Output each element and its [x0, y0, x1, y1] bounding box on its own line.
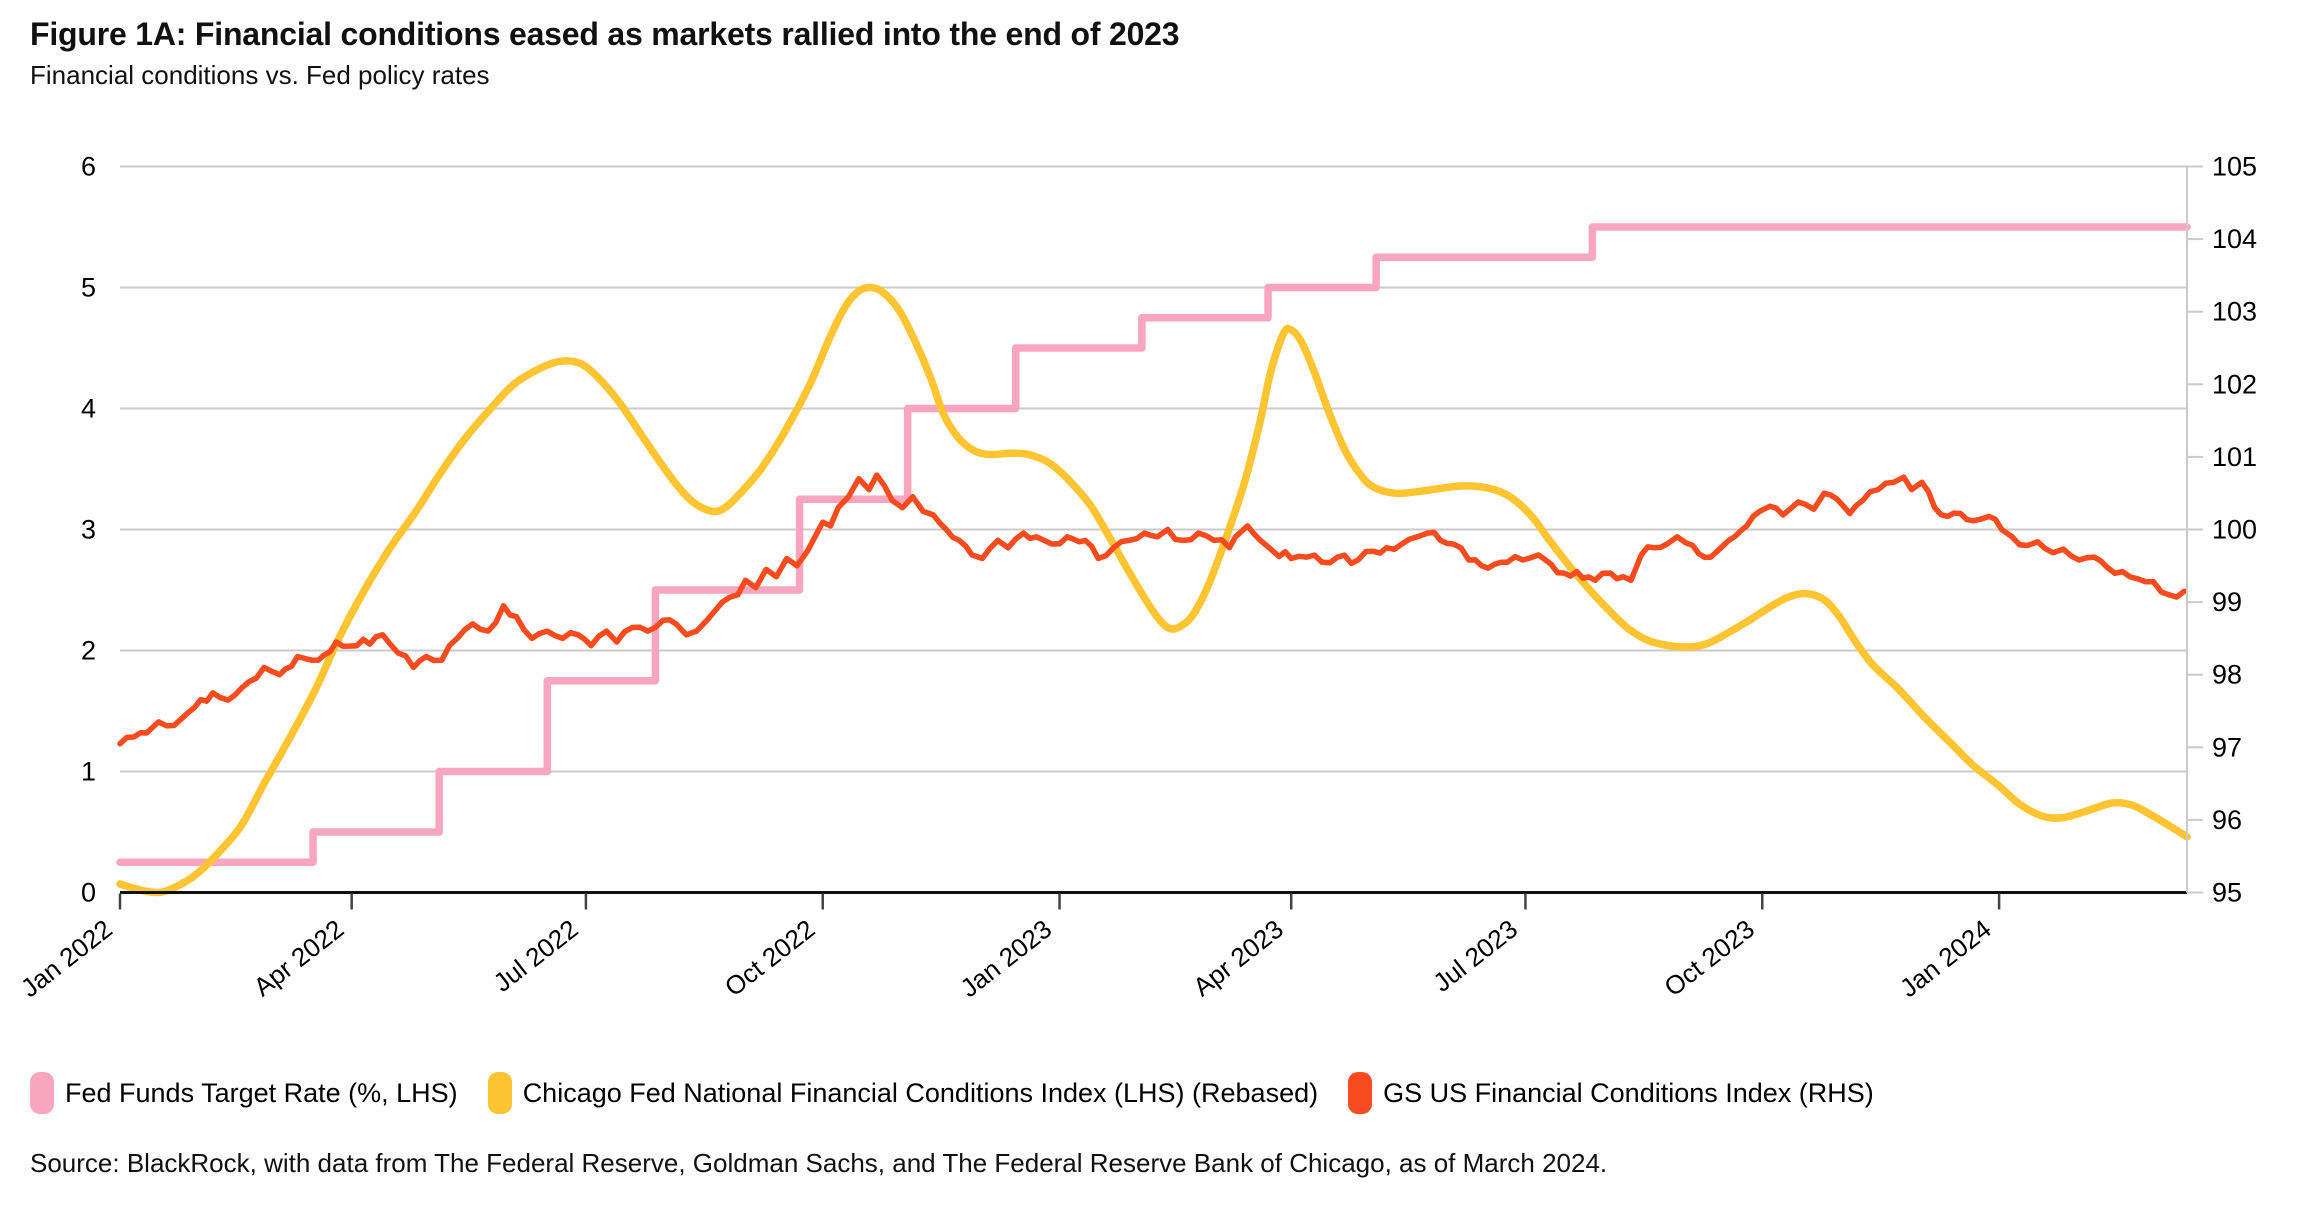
left-axis-label: 6 [81, 152, 96, 182]
legend-swatch-icon [30, 1072, 54, 1114]
right-axis-label: 100 [2212, 515, 2257, 545]
right-axis-label: 102 [2212, 369, 2257, 399]
right-axis-label: 97 [2212, 732, 2242, 762]
figure-subtitle: Financial conditions vs. Fed policy rate… [30, 60, 490, 90]
right-axis-label: 103 [2212, 297, 2257, 327]
x-axis-label: Jan 2023 [954, 914, 1057, 1004]
right-axis-label: 96 [2212, 805, 2242, 835]
source-note: Source: BlackRock, with data from The Fe… [30, 1148, 1608, 1178]
left-axis-label: 1 [81, 757, 96, 787]
legend-item: Fed Funds Target Rate (%, LHS) [30, 1072, 458, 1114]
left-axis-label: 0 [81, 878, 96, 908]
x-axis-label: Oct 2022 [719, 914, 821, 1003]
series-chicago-fci-line [116, 283, 2191, 897]
legend-label: Fed Funds Target Rate (%, LHS) [65, 1077, 458, 1108]
x-axis-label: Jan 2022 [15, 914, 118, 1004]
x-axis-label: Jul 2023 [1427, 914, 1523, 998]
legend-label: GS US Financial Conditions Index (RHS) [1383, 1077, 1874, 1108]
x-axis-label: Apr 2022 [248, 914, 350, 1003]
right-axis-label: 98 [2212, 660, 2242, 690]
right-axis-label: 101 [2212, 442, 2257, 472]
legend-label: Chicago Fed National Financial Condition… [522, 1077, 1319, 1108]
legend-swatch-icon [1348, 1072, 1373, 1114]
right-axis-label: 104 [2212, 224, 2257, 254]
right-axis-label: 99 [2212, 587, 2242, 617]
chart-canvas: 95 96 97 98 99 100 101 102 103 104 105 0 1 2 3 4 5 6 Jan 2… [15, 152, 2257, 1004]
x-axis-label: Jan 2024 [1894, 914, 1997, 1004]
left-axis-label: 3 [81, 515, 96, 545]
series-fed-funds-line [116, 223, 2191, 866]
left-axis-label: 2 [81, 636, 96, 666]
figure-title: Figure 1A: Financial conditions eased as… [30, 16, 1180, 52]
left-axis-label: 4 [81, 394, 96, 424]
x-axis-label: Oct 2023 [1658, 914, 1760, 1003]
legend-item: Chicago Fed National Financial Condition… [487, 1072, 1319, 1114]
chart-legend: Fed Funds Target Rate (%, LHS) Chicago Fe… [30, 1072, 1874, 1114]
right-axis-label: 105 [2212, 152, 2257, 182]
x-axis-label: Jul 2022 [488, 914, 584, 998]
x-axis-label: Apr 2023 [1187, 914, 1289, 1003]
left-axis-label: 5 [81, 273, 96, 303]
series-gs-fci-line [117, 472, 2188, 747]
legend-item: GS US Financial Conditions Index (RHS) [1348, 1072, 1874, 1114]
legend-swatch-icon [487, 1072, 512, 1114]
right-axis-label: 95 [2212, 878, 2242, 908]
